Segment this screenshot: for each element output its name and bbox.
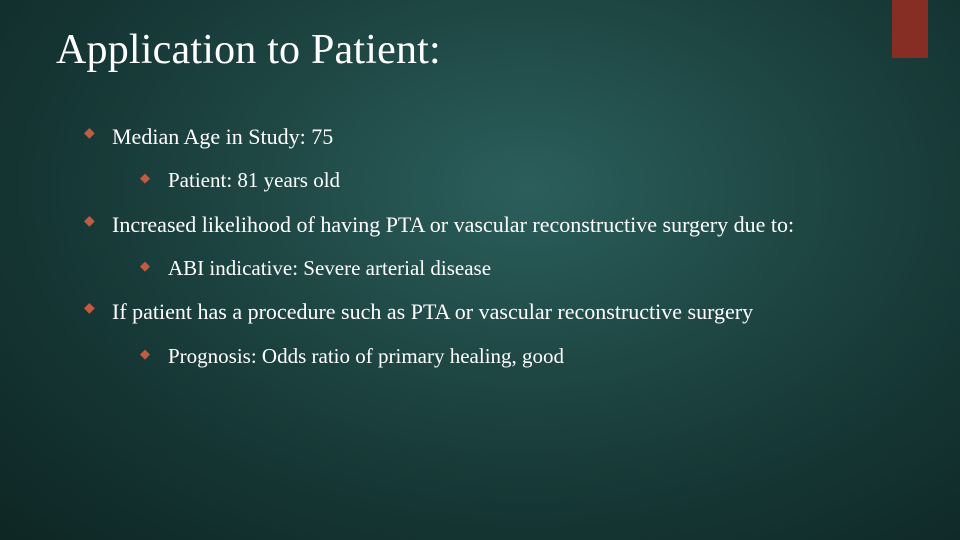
- bullet-text: If patient has a procedure such as PTA o…: [112, 299, 753, 324]
- slide-title: Application to Patient:: [56, 26, 441, 74]
- list-item: If patient has a procedure such as PTA o…: [84, 299, 890, 369]
- slide-content: Median Age in Study: 75 Patient: 81 year…: [84, 124, 890, 387]
- slide: Application to Patient: Median Age in St…: [0, 0, 960, 540]
- list-item: Prognosis: Odds ratio of primary healing…: [140, 344, 890, 369]
- bullet-text: Patient: 81 years old: [168, 168, 340, 192]
- list-item: Median Age in Study: 75 Patient: 81 year…: [84, 124, 890, 194]
- bullet-text: Median Age in Study: 75: [112, 124, 333, 149]
- accent-bar: [892, 0, 928, 58]
- bullet-text: Prognosis: Odds ratio of primary healing…: [168, 344, 564, 368]
- list-item: ABI indicative: Severe arterial disease: [140, 256, 890, 281]
- list-item: Patient: 81 years old: [140, 168, 890, 193]
- bullet-text: Increased likelihood of having PTA or va…: [112, 212, 794, 237]
- list-item: Increased likelihood of having PTA or va…: [84, 212, 890, 282]
- bullet-text: ABI indicative: Severe arterial disease: [168, 256, 491, 280]
